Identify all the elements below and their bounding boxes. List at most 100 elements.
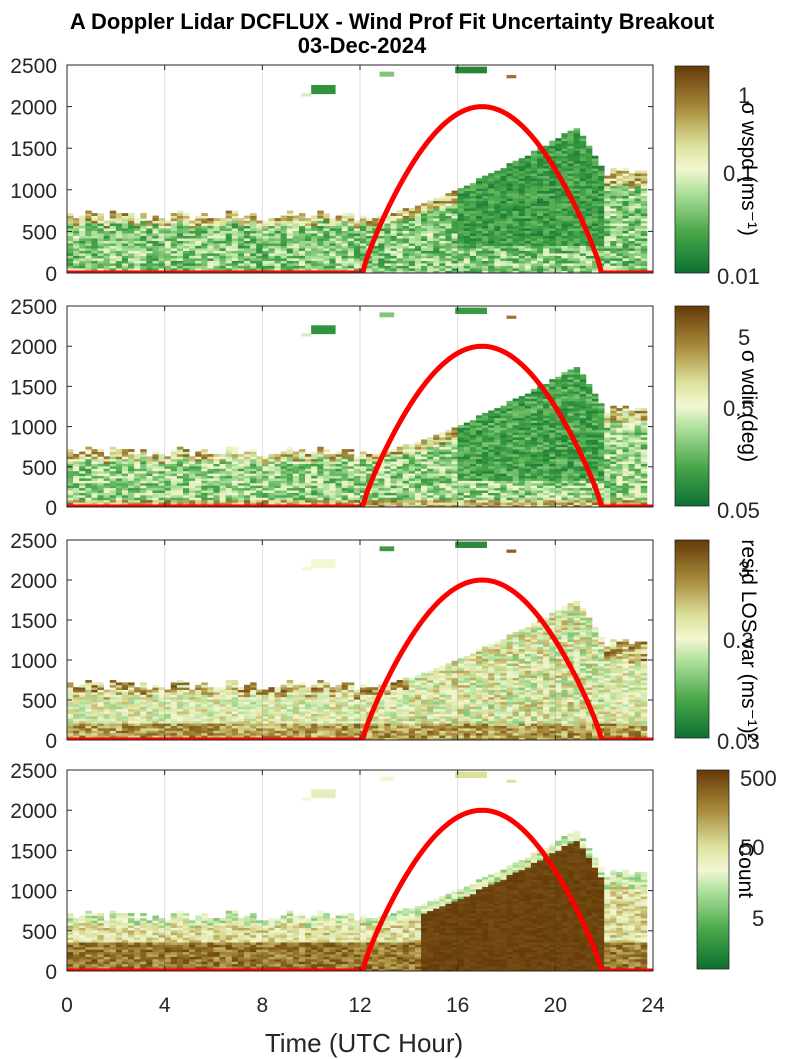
- heatmap-cell: [634, 193, 642, 197]
- heatmap-cell: [103, 228, 111, 231]
- heatmap-cell: [390, 213, 398, 216]
- heatmap-cell: [445, 218, 452, 221]
- heatmap-cell: [225, 210, 233, 214]
- heatmap-cell: [329, 223, 336, 226]
- heatmap-cell: [457, 213, 465, 216]
- heatmap-cell: [414, 485, 422, 489]
- heatmap-cell: [396, 250, 404, 254]
- heatmap-cell: [457, 427, 465, 431]
- heatmap-cell: [530, 240, 538, 244]
- heatmap-cell: [555, 225, 562, 229]
- heatmap-cell: [512, 183, 520, 187]
- heatmap-cell: [268, 463, 275, 467]
- heatmap-cell: [518, 463, 526, 467]
- heatmap-cell: [561, 178, 568, 182]
- heatmap-cell: [408, 268, 416, 271]
- heatmap-cell: [402, 487, 410, 491]
- heatmap-cell: [518, 434, 526, 438]
- heatmap-cell: [79, 458, 86, 462]
- heatmap-cell: [524, 228, 532, 231]
- heatmap-cell: [567, 175, 575, 179]
- heatmap-cell: [494, 208, 501, 211]
- heatmap-cell: [79, 255, 86, 259]
- heatmap-cell: [85, 228, 92, 231]
- heatmap-cell: [384, 250, 391, 254]
- heatmap-cell: [463, 427, 471, 431]
- heatmap-cell: [640, 173, 648, 177]
- heatmap-cell: [500, 463, 507, 467]
- heatmap-cell: [457, 225, 465, 229]
- heatmap-cell: [500, 439, 507, 443]
- heatmap-cell: [439, 253, 446, 256]
- heatmap-cell: [414, 263, 422, 266]
- heatmap-cell: [378, 490, 385, 493]
- heatmap-cell: [298, 258, 306, 261]
- heatmap-cell: [469, 245, 477, 249]
- heatmap-cell: [189, 487, 196, 491]
- heatmap-cell: [427, 441, 434, 445]
- heatmap-cell: [311, 463, 318, 467]
- heatmap-cell: [164, 473, 172, 477]
- heatmap-cell: [475, 451, 483, 455]
- heatmap-cell: [402, 213, 410, 216]
- heatmap-cell: [469, 203, 477, 207]
- heatmap-cell: [91, 240, 98, 244]
- heatmap-cell: [402, 263, 410, 266]
- heatmap-cell: [482, 260, 489, 264]
- heatmap-cell: [298, 243, 306, 246]
- heatmap-cell: [341, 268, 349, 271]
- heatmap-cell: [268, 240, 275, 244]
- heatmap-cell: [152, 248, 159, 251]
- heatmap-cell: [482, 453, 489, 457]
- heatmap-cell: [195, 268, 202, 271]
- heatmap-cell: [237, 245, 245, 249]
- heatmap-cell: [378, 473, 385, 477]
- heatmap-cell: [176, 253, 184, 256]
- heatmap-cell: [494, 482, 501, 486]
- heatmap-cell: [494, 233, 501, 236]
- heatmap-cell: [170, 225, 178, 229]
- heatmap-cell: [305, 255, 312, 259]
- heatmap-cell: [91, 248, 98, 251]
- heatmap-cell: [341, 250, 349, 254]
- heatmap-cell: [482, 434, 489, 438]
- heatmap-cell: [335, 463, 343, 467]
- heatmap-cell: [451, 463, 459, 467]
- heatmap-cell: [439, 265, 446, 269]
- heatmap-cell: [451, 490, 459, 493]
- heatmap-cell: [414, 458, 422, 462]
- heatmap-cell: [176, 463, 184, 467]
- heatmap-cell: [494, 451, 501, 455]
- heatmap-cell: [67, 263, 74, 266]
- heatmap-cell: [421, 473, 428, 477]
- heatmap-cell: [67, 482, 74, 486]
- heatmap-cell: [146, 468, 153, 472]
- heatmap-cell: [445, 223, 452, 226]
- heatmap-cell: [567, 180, 575, 184]
- heatmap-cell: [537, 153, 544, 157]
- heatmap-cell: [335, 499, 343, 503]
- heatmap-cell: [347, 456, 355, 460]
- heatmap-cell: [488, 417, 495, 421]
- heatmap-cell: [305, 228, 312, 231]
- heatmap-cell: [213, 260, 220, 264]
- heatmap-cell: [280, 466, 288, 469]
- heatmap-cell: [475, 441, 483, 445]
- heatmap-cell: [311, 223, 318, 226]
- heatmap-cell: [573, 175, 581, 179]
- heatmap-cell: [622, 268, 629, 271]
- heatmap-cell: [201, 243, 208, 246]
- heatmap-cell: [567, 138, 575, 142]
- heatmap-cell: [591, 163, 599, 167]
- heatmap-cell: [640, 233, 648, 236]
- heatmap-cell: [329, 240, 336, 244]
- heatmap-cell: [140, 248, 147, 251]
- heatmap-cell: [140, 253, 147, 256]
- heatmap-cell: [329, 480, 336, 484]
- heatmap-cell: [323, 255, 330, 259]
- heatmap-cell: [512, 160, 520, 164]
- heatmap-cell: [231, 492, 239, 496]
- heatmap-cell: [213, 220, 220, 224]
- heatmap-cell: [640, 215, 648, 219]
- heatmap-cell: [329, 260, 336, 264]
